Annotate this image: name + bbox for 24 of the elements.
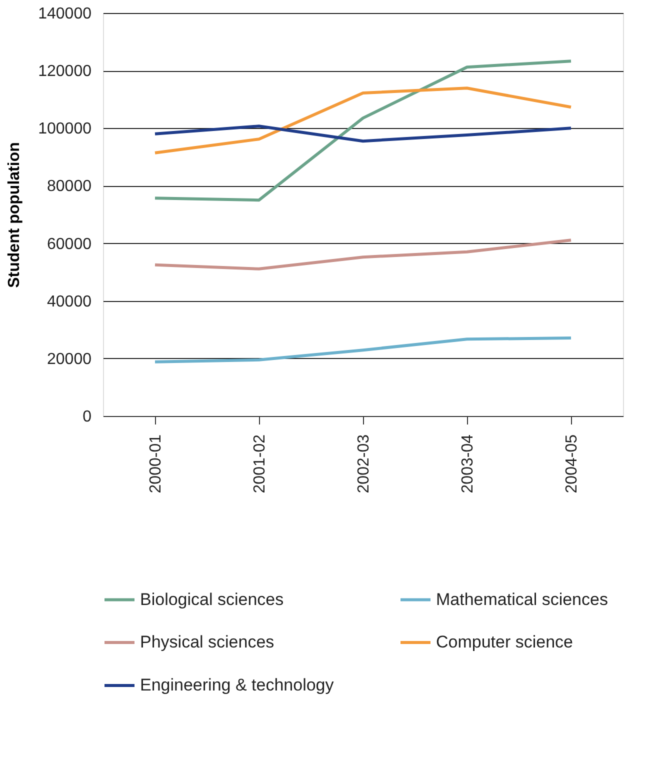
x-tick-label: 2002-03 [356, 434, 372, 494]
legend-label: Biological sciences [140, 590, 284, 609]
x-tick-label: 2004-05 [564, 434, 580, 494]
y-tick-label: 140000 [38, 6, 92, 22]
y-tick-label: 60000 [47, 236, 92, 253]
line-series [154, 336, 572, 364]
line-series [154, 238, 572, 270]
y-tick-label: 20000 [47, 350, 92, 368]
legend-label: Engineering & technology [140, 676, 334, 694]
y-tick-label: 40000 [47, 293, 92, 310]
legend-label: Computer science [436, 632, 574, 652]
y-tick-label: 100000 [38, 120, 92, 138]
y-tick-label: 80000 [47, 178, 92, 196]
legend-label: Physical sciences [140, 632, 274, 652]
line-series [154, 60, 572, 202]
legend-label: Mathematical sciences [436, 590, 608, 609]
x-tick-label: 2003-04 [460, 434, 476, 494]
y-axis-title: Student population [6, 142, 24, 288]
line-series [154, 124, 572, 143]
line-series [154, 86, 572, 154]
y-tick-label: 0 [82, 408, 92, 426]
y-tick-label: 120000 [38, 63, 92, 80]
x-tick-label: 2001-02 [252, 434, 268, 494]
x-tick-label: 2000-01 [148, 434, 164, 494]
